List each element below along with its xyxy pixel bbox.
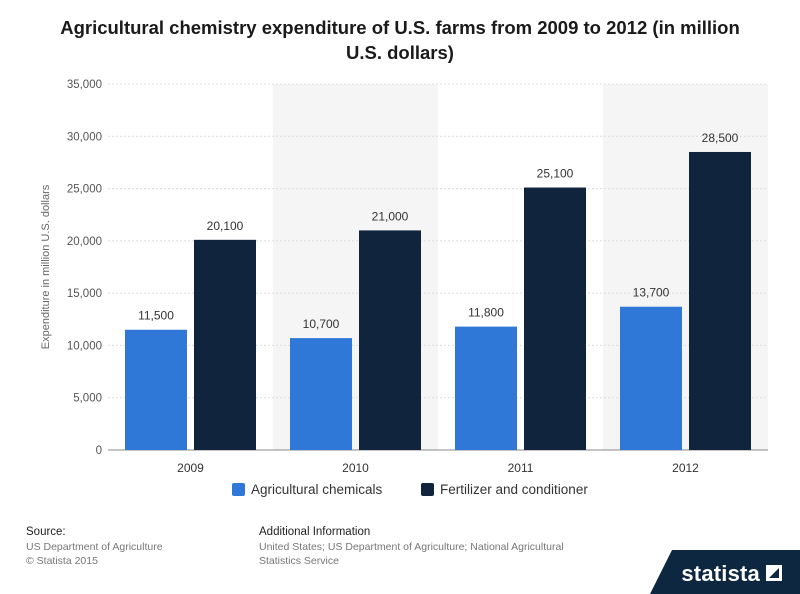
y-tick-label: 5,000 (73, 393, 102, 405)
bar-chart: 0 5,000 10,000 15,000 20,000 25,000 30,000 35,0… (40, 79, 768, 497)
y-tick-label: 15,000 (67, 288, 102, 300)
y-tick-label: 25,000 (67, 184, 102, 196)
chart-title-line-2: U.S. dollars) (346, 42, 454, 63)
bar (125, 329, 187, 450)
legend-label: Agricultural chemicals (251, 482, 383, 497)
additional-info-title: Additional Information (259, 526, 371, 538)
bar (689, 151, 751, 450)
bar (524, 187, 586, 451)
additional-info-block: Additional Information United States; US… (259, 525, 589, 568)
source-title: Source: (26, 526, 66, 538)
chart-title: Agricultural chemistry expenditure of U.… (0, 15, 800, 65)
bar (194, 239, 256, 450)
x-tick-label: 2011 (508, 461, 534, 475)
source-text: US Department of Agriculture (26, 541, 163, 553)
statista-logo-text[interactable]: statista (681, 561, 760, 586)
data-label: 13,700 (633, 286, 670, 300)
y-axis-title: Expenditure in million U.S. dollars (40, 184, 52, 349)
data-label: 25,100 (537, 167, 574, 181)
bar (359, 230, 421, 450)
data-label: 10,700 (303, 317, 340, 331)
bar (620, 306, 682, 450)
y-tick-label: 20,000 (67, 236, 102, 248)
y-tick-label: 30,000 (67, 131, 102, 143)
data-label: 20,100 (207, 219, 244, 233)
data-label: 11,500 (138, 309, 174, 323)
statista-logo-icon (766, 565, 782, 581)
bar (290, 338, 352, 450)
copyright-text: © Statista 2015 (26, 555, 98, 567)
bar (455, 326, 517, 450)
data-label: 21,000 (372, 209, 409, 223)
source-block: Source: US Department of Agriculture © S… (26, 525, 163, 568)
y-tick-label: 10,000 (67, 340, 102, 352)
x-tick-label: 2012 (672, 461, 699, 475)
chart-title-line-1: Agricultural chemistry expenditure of U.… (60, 17, 740, 38)
x-tick-label: 2010 (342, 461, 369, 475)
legend-label: Fertilizer and conditioner (440, 482, 588, 497)
legend-swatch (421, 483, 434, 496)
x-tick-label: 2009 (177, 461, 204, 475)
additional-info-text: United States; US Department of Agricult… (259, 541, 564, 567)
data-label: 11,800 (468, 306, 504, 320)
legend-swatch (232, 483, 245, 496)
y-tick-label: 35,000 (67, 79, 102, 91)
y-tick-label: 0 (96, 445, 102, 457)
data-label: 28,500 (702, 131, 739, 145)
